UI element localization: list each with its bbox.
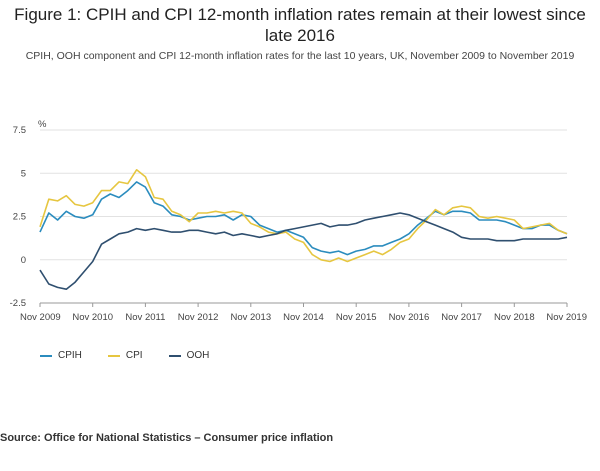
legend: CPIH CPI OOH [40, 350, 209, 361]
x-tick-label: Nov 2019 [546, 312, 587, 323]
x-tick-label: Nov 2012 [178, 312, 219, 323]
y-tick-label: 7.5 [13, 125, 26, 136]
gridlines [40, 129, 567, 304]
x-tick-label: Nov 2016 [389, 312, 430, 323]
legend-label-cpi: CPI [125, 350, 143, 361]
series-lines [39, 169, 568, 290]
chart-title: Figure 1: CPIH and CPI 12-month inflatio… [14, 5, 586, 45]
legend-label-cpih: CPIH [58, 350, 82, 361]
legend-item-ooh: OOH [168, 350, 210, 361]
x-tick-label: Nov 2011 [125, 312, 165, 323]
x-tick-label: Nov 2009 [20, 312, 61, 323]
legend-label-ooh: OOH [186, 350, 210, 361]
legend-item-cpih: CPIH [40, 350, 82, 361]
x-tick-label: Nov 2017 [441, 312, 482, 323]
legend-swatch-cpi [107, 354, 120, 357]
y-tick-label: 2.5 [13, 212, 26, 223]
legend-swatch-cpih [40, 354, 52, 357]
x-tick-label: Nov 2014 [283, 312, 324, 323]
chart-subtitle: CPIH, OOH component and CPI 12-month inf… [25, 50, 575, 62]
series-line-cpih [39, 181, 568, 256]
y-axis-ticks: 7.5 5 2.5 0 -2.5 [10, 125, 26, 309]
y-axis-unit: % [38, 119, 47, 130]
x-tick-label: Nov 2018 [494, 312, 535, 323]
series-line-ooh [39, 212, 568, 290]
y-tick-label: -2.5 [10, 298, 26, 309]
x-tick-label: Nov 2013 [230, 312, 271, 323]
legend-swatch-ooh [168, 354, 181, 357]
y-tick-label: 5 [21, 168, 26, 179]
y-tick-label: 0 [21, 255, 26, 266]
x-axis: Nov 2009 Nov 2010 Nov 2011 Nov 2012 Nov 2013… [20, 302, 587, 323]
source-note: Source: Office for National Statistics –… [0, 432, 334, 444]
series-line-cpi [39, 169, 568, 263]
legend-item-cpi: CPI [107, 350, 143, 361]
x-tick-label: Nov 2015 [336, 312, 377, 323]
x-tick-label: Nov 2010 [72, 312, 113, 323]
